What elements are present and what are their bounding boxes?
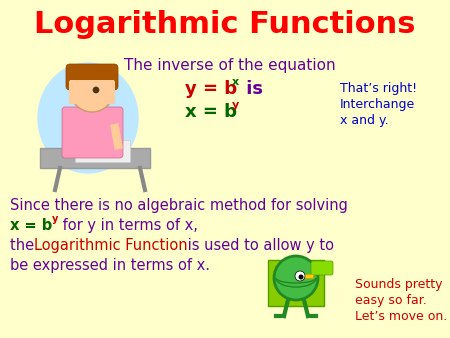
FancyBboxPatch shape <box>268 260 324 306</box>
Text: for y in terms of x,: for y in terms of x, <box>58 218 198 233</box>
FancyBboxPatch shape <box>75 140 130 162</box>
Circle shape <box>274 256 318 300</box>
Text: y: y <box>52 214 58 224</box>
FancyBboxPatch shape <box>62 107 123 158</box>
Text: is: is <box>240 80 263 98</box>
Text: The inverse of the equation: The inverse of the equation <box>124 58 336 73</box>
FancyBboxPatch shape <box>40 148 150 168</box>
Text: is used to allow y to: is used to allow y to <box>183 238 334 253</box>
Text: be expressed in terms of x.: be expressed in terms of x. <box>10 258 210 273</box>
Text: Interchange: Interchange <box>340 98 415 111</box>
Text: Let’s move on.: Let’s move on. <box>355 310 447 323</box>
Circle shape <box>70 68 114 112</box>
Text: That’s right!: That’s right! <box>340 82 417 95</box>
Text: the: the <box>10 238 39 253</box>
Text: x = b: x = b <box>10 218 52 233</box>
Text: y = b: y = b <box>185 80 237 98</box>
Text: Logarithmic Function: Logarithmic Function <box>34 238 188 253</box>
Text: Since there is no algebraic method for solving: Since there is no algebraic method for s… <box>10 198 348 213</box>
FancyBboxPatch shape <box>311 261 333 275</box>
FancyBboxPatch shape <box>69 80 115 104</box>
Text: Sounds pretty: Sounds pretty <box>355 278 442 291</box>
FancyBboxPatch shape <box>305 274 313 278</box>
Text: x and y.: x and y. <box>340 114 389 127</box>
Text: Logarithmic Functions: Logarithmic Functions <box>34 10 416 39</box>
Circle shape <box>93 87 99 93</box>
Circle shape <box>295 271 305 281</box>
Circle shape <box>298 274 303 280</box>
Text: easy so far.: easy so far. <box>355 294 427 307</box>
FancyBboxPatch shape <box>66 64 118 90</box>
Text: x = b: x = b <box>185 103 237 121</box>
Text: x: x <box>232 77 239 87</box>
Text: y: y <box>232 100 239 110</box>
Ellipse shape <box>38 63 138 173</box>
